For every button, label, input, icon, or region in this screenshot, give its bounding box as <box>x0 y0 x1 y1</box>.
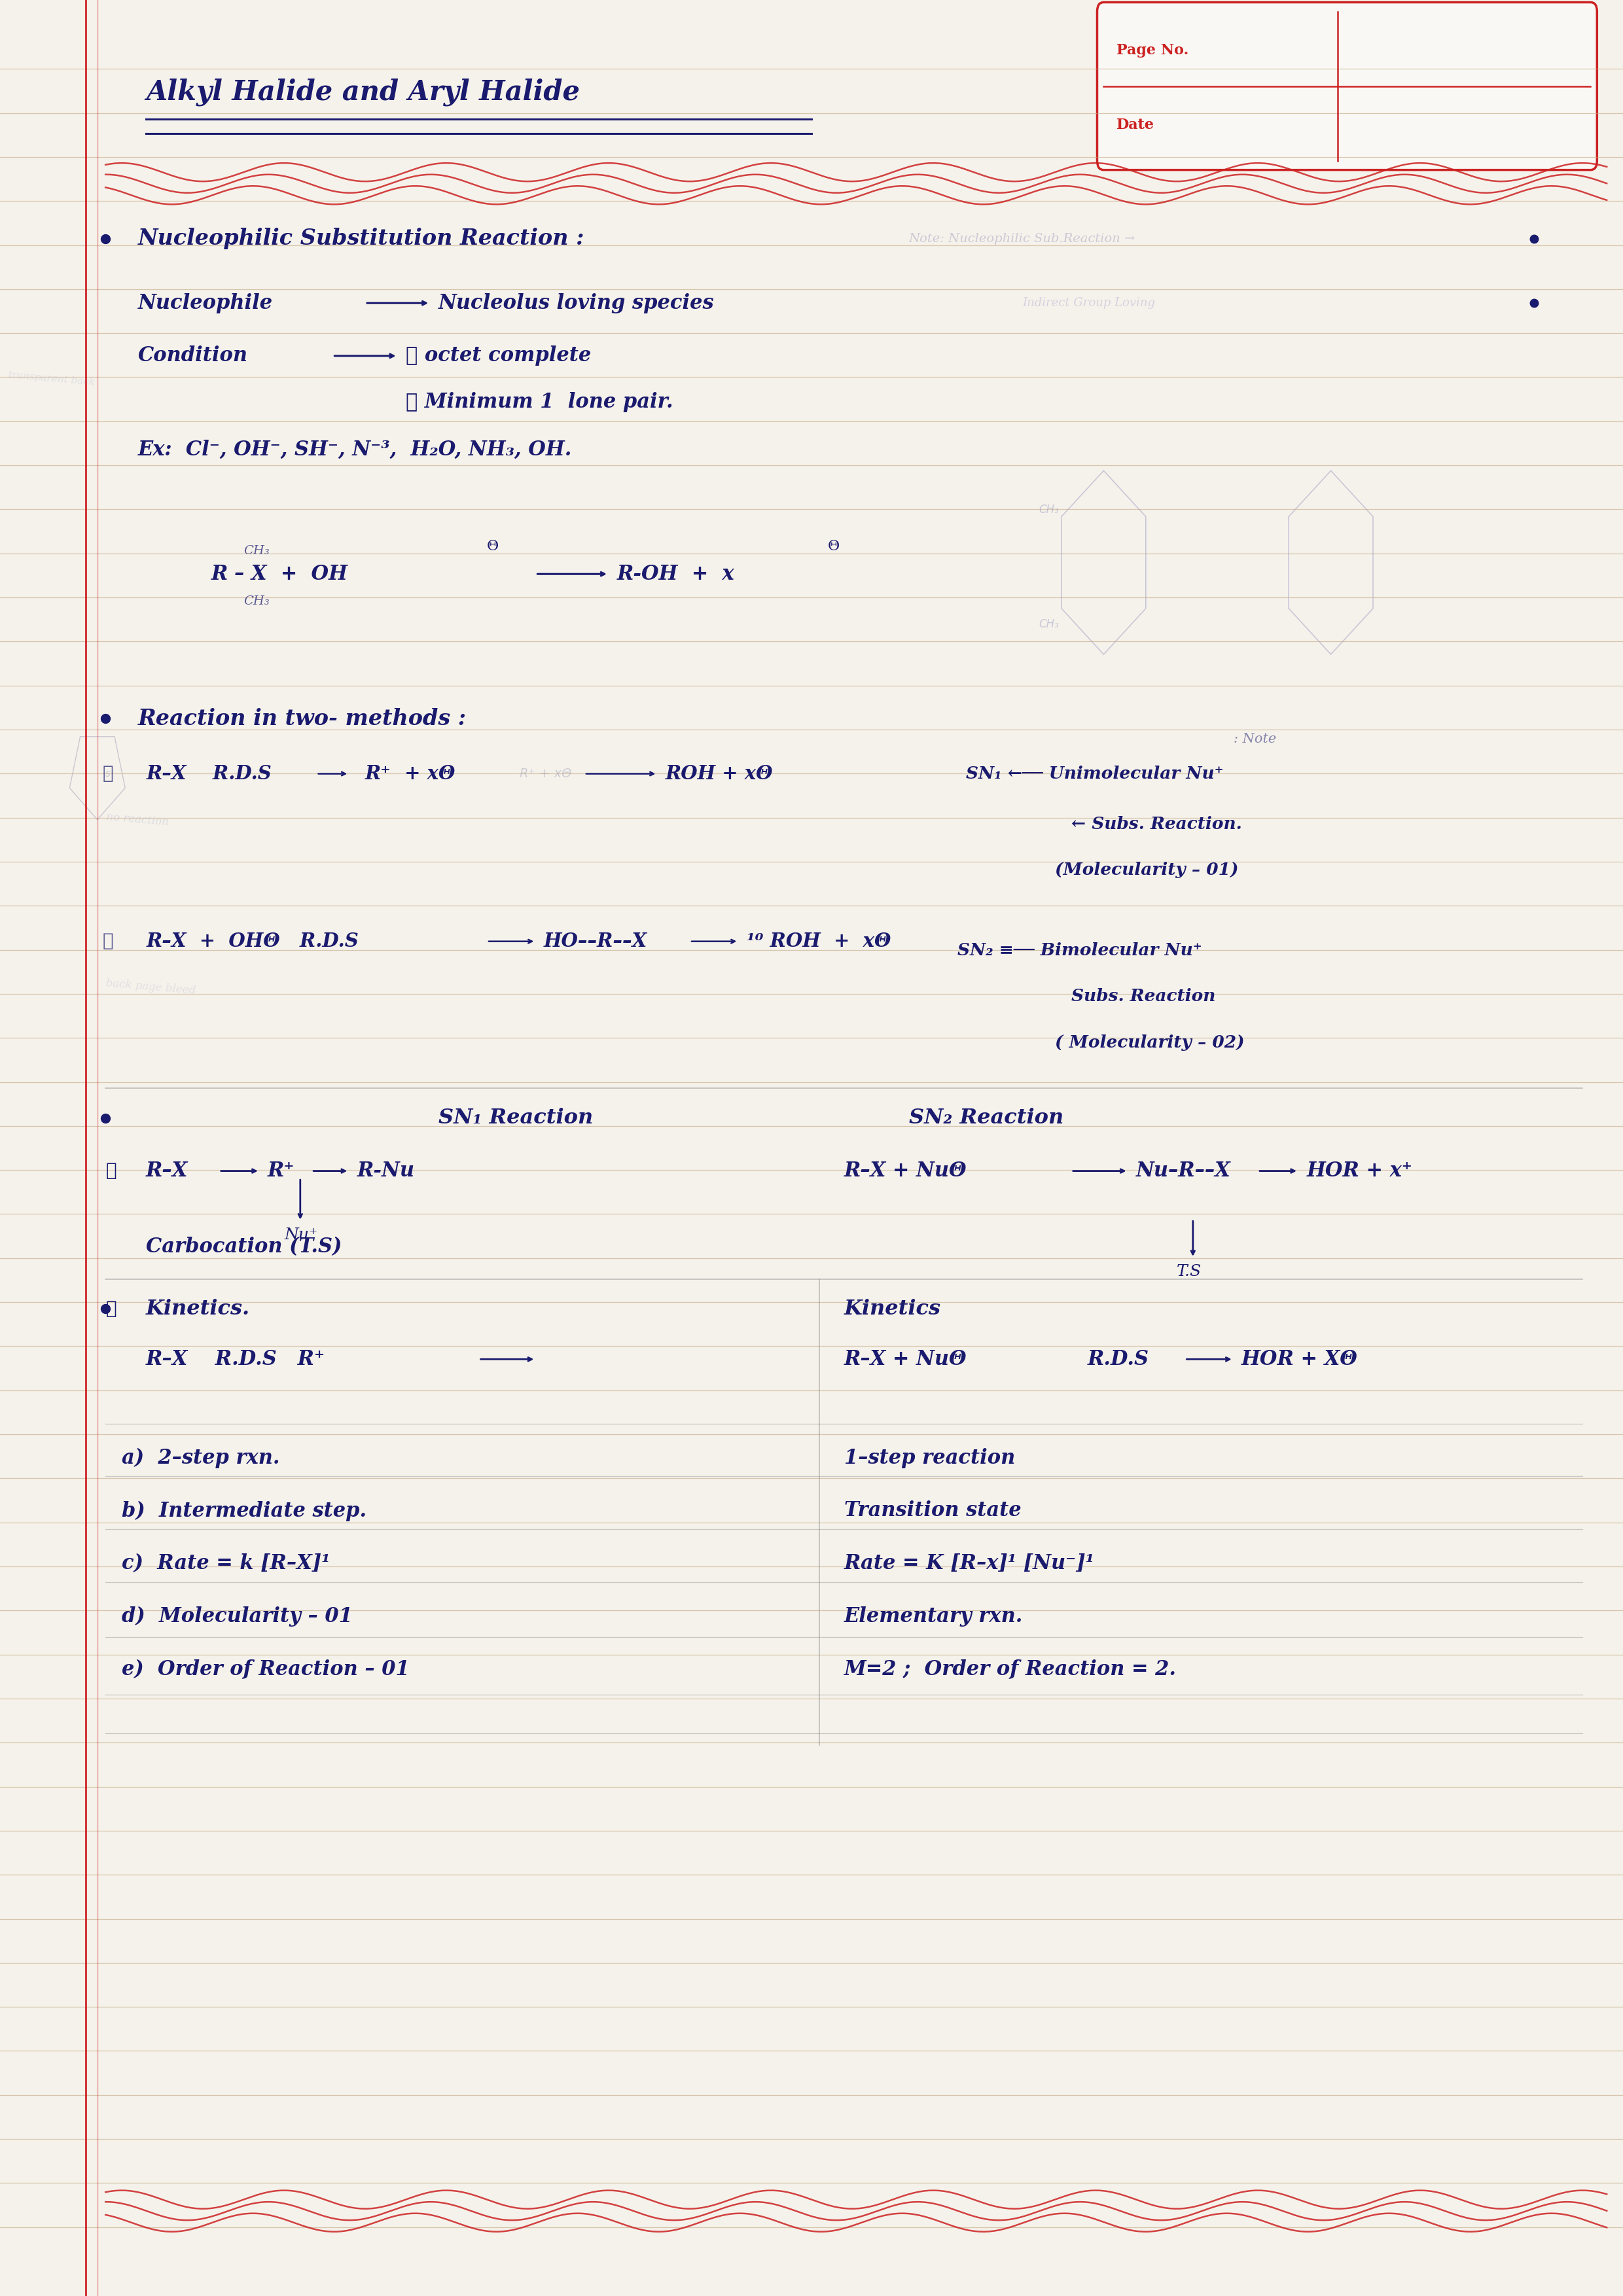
Text: CH₃: CH₃ <box>243 595 269 608</box>
Text: Ⓢ: Ⓢ <box>102 765 114 783</box>
Text: R–X + NuΘ: R–X + NuΘ <box>844 1162 967 1180</box>
Text: ¹⁰ ROH  +  xΘ: ¹⁰ ROH + xΘ <box>747 932 891 951</box>
Text: Nucleophilic Substitution Reaction :: Nucleophilic Substitution Reaction : <box>138 227 584 250</box>
Text: ← Subs. Reaction.: ← Subs. Reaction. <box>1071 815 1242 833</box>
Text: Reaction in two- methods :: Reaction in two- methods : <box>138 707 466 730</box>
Text: R–X + NuΘ: R–X + NuΘ <box>844 1350 967 1368</box>
Text: ① octet complete: ① octet complete <box>406 347 591 365</box>
Text: Date: Date <box>1117 117 1154 133</box>
Text: R.D.S: R.D.S <box>1087 1350 1149 1368</box>
Text: Nu–R––X: Nu–R––X <box>1136 1162 1230 1180</box>
Text: M=2 ;  Order of Reaction = 2.: M=2 ; Order of Reaction = 2. <box>844 1660 1177 1678</box>
Text: SN₁ ←── Unimolecular Nu⁺: SN₁ ←── Unimolecular Nu⁺ <box>966 765 1224 783</box>
Text: 1–step reaction: 1–step reaction <box>844 1449 1014 1467</box>
Text: (Molecularity – 01): (Molecularity – 01) <box>1055 861 1238 879</box>
Text: T.S: T.S <box>1177 1265 1201 1279</box>
Text: SN₂ ≡── Bimolecular Nu⁺: SN₂ ≡── Bimolecular Nu⁺ <box>958 941 1203 960</box>
Text: Rate = K [R–x]¹ [Nu⁻]¹: Rate = K [R–x]¹ [Nu⁻]¹ <box>844 1554 1094 1573</box>
Text: CH₃: CH₃ <box>1039 503 1058 517</box>
Text: R – X  +  OH: R – X + OH <box>211 565 347 583</box>
Text: SN₁ Reaction: SN₁ Reaction <box>438 1109 592 1127</box>
Text: s: s <box>105 769 110 778</box>
Text: b)  Intermediate step.: b) Intermediate step. <box>122 1502 367 1520</box>
Text: ②: ② <box>105 1300 117 1318</box>
Text: Note: Nucleophilic Sub.Reaction →: Note: Nucleophilic Sub.Reaction → <box>909 232 1136 246</box>
Text: back page bleed: back page bleed <box>105 978 196 996</box>
Text: d)  Molecularity – 01: d) Molecularity – 01 <box>122 1607 352 1626</box>
FancyBboxPatch shape <box>1097 2 1597 170</box>
Text: SN₂ Reaction: SN₂ Reaction <box>909 1109 1063 1127</box>
Text: HO––R––X: HO––R––X <box>544 932 648 951</box>
Text: ROH + xΘ: ROH + xΘ <box>665 765 773 783</box>
Text: ①: ① <box>105 1162 117 1180</box>
Text: Indirect Group Loving: Indirect Group Loving <box>1022 296 1156 310</box>
Text: R⁺: R⁺ <box>365 765 391 783</box>
Text: ② Minimum 1  lone pair.: ② Minimum 1 lone pair. <box>406 393 674 411</box>
Text: Subs. Reaction: Subs. Reaction <box>1071 987 1216 1006</box>
Text: c)  Rate = k [R–X]¹: c) Rate = k [R–X]¹ <box>122 1554 329 1573</box>
Text: R–X    R.D.S: R–X R.D.S <box>146 765 271 783</box>
Text: transparent back: transparent back <box>8 370 96 388</box>
Text: R⁺: R⁺ <box>268 1162 295 1180</box>
Text: Nucleophile: Nucleophile <box>138 294 273 312</box>
Text: R–X  +  OHΘ   R.D.S: R–X + OHΘ R.D.S <box>146 932 359 951</box>
Text: a)  2–step rxn.: a) 2–step rxn. <box>122 1449 279 1467</box>
Text: no reaction: no reaction <box>105 810 169 829</box>
Text: Θ: Θ <box>828 540 839 553</box>
Text: Kinetics: Kinetics <box>844 1300 941 1318</box>
Text: R–X: R–X <box>146 1162 188 1180</box>
Text: Alkyl Halide and Aryl Halide: Alkyl Halide and Aryl Halide <box>146 78 579 106</box>
Text: Page No.: Page No. <box>1117 44 1188 57</box>
Text: Carbocation (T.S): Carbocation (T.S) <box>146 1238 342 1256</box>
Text: + xΘ: + xΘ <box>398 765 454 783</box>
Text: Condition: Condition <box>138 347 248 365</box>
Text: CH₃: CH₃ <box>1039 618 1058 631</box>
Text: Θ: Θ <box>487 540 498 553</box>
Text: HOR + x⁺: HOR + x⁺ <box>1307 1162 1412 1180</box>
Text: R-Nu: R-Nu <box>357 1162 414 1180</box>
Text: Nucleolus loving species: Nucleolus loving species <box>438 294 714 312</box>
Text: R⁺ + xΘ: R⁺ + xΘ <box>519 767 571 781</box>
Text: Kinetics.: Kinetics. <box>146 1300 250 1318</box>
Text: Nu⁺: Nu⁺ <box>284 1228 318 1242</box>
Text: e)  Order of Reaction – 01: e) Order of Reaction – 01 <box>122 1660 409 1678</box>
Text: R-OH  +  x: R-OH + x <box>617 565 734 583</box>
Text: HOR + XΘ: HOR + XΘ <box>1242 1350 1358 1368</box>
Text: Elementary rxn.: Elementary rxn. <box>844 1607 1022 1626</box>
Text: Ⓣ: Ⓣ <box>102 932 114 951</box>
Text: Ex:  Cl⁻, OH⁻, SH⁻, N⁻³,  H₂O, NH₃, OH.: Ex: Cl⁻, OH⁻, SH⁻, N⁻³, H₂O, NH₃, OH. <box>138 441 571 459</box>
Text: CH₃: CH₃ <box>243 544 269 558</box>
Text: : Note: : Note <box>1233 732 1276 746</box>
Text: R–X    R.D.S   R⁺: R–X R.D.S R⁺ <box>146 1350 326 1368</box>
Text: ( Molecularity – 02): ( Molecularity – 02) <box>1055 1033 1245 1052</box>
Text: Transition state: Transition state <box>844 1502 1021 1520</box>
